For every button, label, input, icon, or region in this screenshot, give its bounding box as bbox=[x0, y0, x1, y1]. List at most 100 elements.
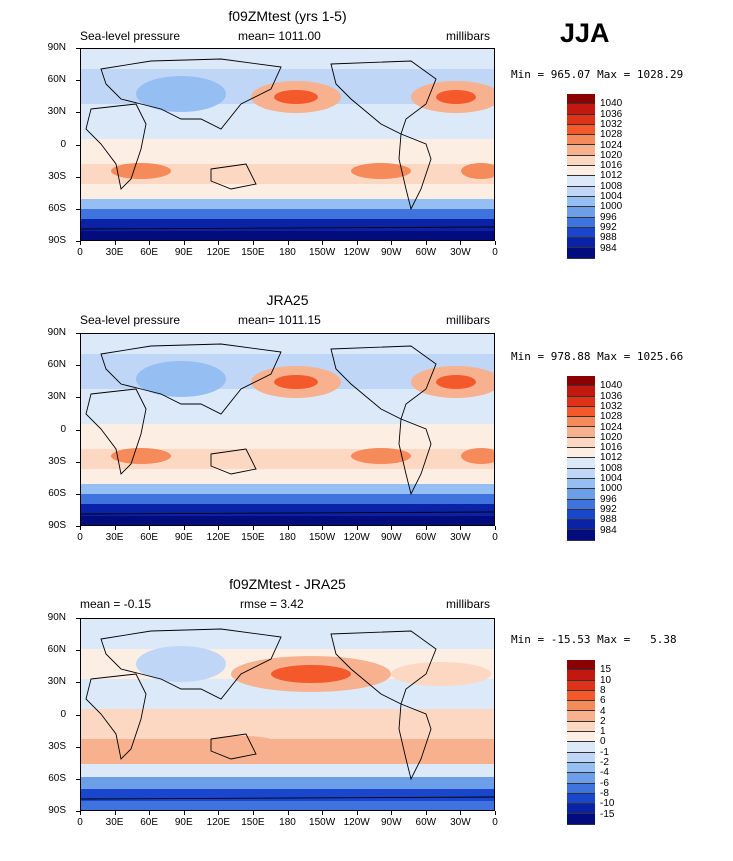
colorbar-label: 1028 bbox=[600, 411, 623, 423]
colorbar-label: 1032 bbox=[600, 118, 623, 130]
lat-label: 30N bbox=[47, 106, 66, 118]
colorbar-swatch bbox=[567, 155, 595, 167]
colorbar-swatch bbox=[567, 196, 595, 208]
lat-tick bbox=[76, 176, 80, 178]
lon-tick bbox=[460, 811, 462, 815]
lon-label: 150W bbox=[309, 817, 336, 828]
lat-tick bbox=[76, 618, 80, 619]
colorbar-label: 1000 bbox=[600, 483, 623, 495]
lon-tick bbox=[425, 811, 427, 815]
lat-label: 30S bbox=[48, 740, 66, 752]
colorbar-swatch bbox=[567, 804, 595, 815]
contour-field bbox=[81, 49, 494, 240]
lon-tick bbox=[252, 811, 254, 815]
lat-label: 90S bbox=[48, 235, 66, 246]
lat-label: 0 bbox=[60, 423, 66, 435]
colorbar-label: 1028 bbox=[600, 129, 623, 141]
lon-tick bbox=[495, 811, 496, 815]
colorbar-swatch bbox=[567, 814, 595, 825]
lon-label: 30E bbox=[105, 247, 124, 258]
lat-tick bbox=[76, 746, 80, 748]
colorbar-swatch bbox=[567, 248, 595, 259]
colorbar-label: -1 bbox=[600, 746, 609, 758]
map-area bbox=[80, 48, 495, 241]
lon-label: 60W bbox=[415, 247, 437, 258]
lat-label: 90N bbox=[47, 42, 66, 53]
lon-tick bbox=[218, 241, 220, 245]
lat-tick bbox=[76, 429, 80, 431]
lon-label: 120W bbox=[343, 247, 370, 258]
colorbar-swatch bbox=[567, 793, 595, 805]
colorbar-label: 992 bbox=[600, 503, 617, 515]
lat-label: 90S bbox=[48, 805, 66, 816]
colorbar-label: 1004 bbox=[600, 191, 623, 202]
colorbar-label: 1036 bbox=[600, 108, 623, 120]
colorbar-swatch bbox=[567, 417, 595, 428]
lat-label: 0 bbox=[60, 138, 66, 150]
lon-tick bbox=[114, 526, 116, 530]
panel-difference: f09ZMtest - JRA25 mean = -0.15 rmse = 3.… bbox=[0, 576, 733, 861]
colorbar-swatch bbox=[567, 762, 595, 774]
lat-tick bbox=[76, 241, 80, 242]
stat-label: mean= 1011.00 bbox=[238, 29, 321, 43]
lon-label: 150E bbox=[241, 532, 265, 543]
lon-label: 30W bbox=[450, 247, 471, 258]
lon-tick bbox=[356, 526, 358, 530]
colorbar-swatch bbox=[567, 396, 595, 407]
colorbar-label: 1024 bbox=[600, 139, 623, 151]
lat-label: 30S bbox=[48, 455, 66, 467]
colorbar-label: 984 bbox=[600, 524, 617, 536]
lon-label: 0 bbox=[492, 532, 498, 543]
colorbar-swatch bbox=[567, 217, 595, 228]
colorbar-swatch bbox=[567, 499, 595, 510]
lat-label: 60S bbox=[48, 487, 66, 499]
lon-label: 60E bbox=[140, 247, 159, 258]
colorbar-label: 1016 bbox=[600, 160, 623, 172]
lon-label: 180 bbox=[279, 817, 296, 828]
colorbar-label: -8 bbox=[600, 787, 609, 799]
lat-tick bbox=[76, 682, 80, 684]
lon-tick bbox=[356, 241, 358, 245]
colorbar-label: 992 bbox=[600, 221, 617, 233]
panel-model: f09ZMtest (yrs 1-5) Sea-level pressure m… bbox=[0, 8, 733, 293]
colorbar-swatch bbox=[567, 478, 595, 490]
colorbar-swatch bbox=[567, 680, 595, 691]
lon-label: 120W bbox=[343, 817, 370, 828]
lat-tick bbox=[76, 461, 80, 463]
colorbar-label: 1032 bbox=[600, 400, 623, 412]
lon-tick bbox=[183, 526, 185, 530]
units-label: millibars bbox=[446, 29, 491, 43]
lon-label: 0 bbox=[492, 817, 498, 828]
colorbar-swatch bbox=[567, 406, 595, 418]
lat-tick bbox=[76, 112, 80, 114]
lat-tick bbox=[76, 778, 80, 780]
colorbar-swatch bbox=[567, 509, 595, 521]
colorbar-label: 1016 bbox=[600, 442, 623, 454]
lon-tick bbox=[425, 526, 427, 530]
lon-tick bbox=[322, 811, 324, 815]
colorbar-swatch bbox=[567, 468, 595, 479]
lat-label: 60N bbox=[47, 644, 66, 656]
lat-label: 90N bbox=[47, 612, 66, 623]
colorbar-swatch bbox=[567, 721, 595, 733]
lon-tick bbox=[252, 526, 254, 530]
colorbar-label: 1020 bbox=[600, 431, 623, 443]
colorbar-label: -15 bbox=[600, 808, 615, 820]
lon-tick bbox=[80, 526, 81, 530]
lon-label: 30W bbox=[450, 532, 471, 543]
panel-reanalysis: JRA25 Sea-level pressure mean= 1011.15 m… bbox=[0, 292, 733, 577]
colorbar-label: -4 bbox=[600, 767, 609, 779]
colorbar-swatch bbox=[567, 773, 595, 784]
lat-label: 60N bbox=[47, 359, 66, 371]
lat-label: 60N bbox=[47, 74, 66, 86]
lon-label: 150W bbox=[309, 247, 336, 258]
lon-tick bbox=[80, 241, 81, 245]
variable-label: Sea-level pressure bbox=[80, 29, 181, 43]
lon-tick bbox=[391, 241, 393, 245]
lon-tick bbox=[252, 241, 254, 245]
lon-tick bbox=[287, 811, 289, 815]
colorbar-swatch bbox=[567, 104, 595, 115]
colorbar-label: 1008 bbox=[600, 462, 623, 474]
colorbar-label: 2 bbox=[600, 715, 606, 727]
lon-label: 0 bbox=[77, 817, 83, 828]
